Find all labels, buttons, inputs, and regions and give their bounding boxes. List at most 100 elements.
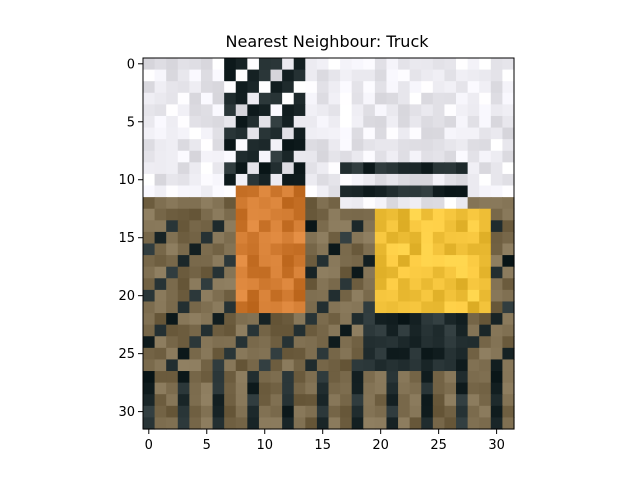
image-pixel (143, 359, 156, 372)
image-pixel (143, 197, 156, 210)
image-pixel (247, 139, 260, 152)
image-pixel (177, 220, 190, 233)
image-pixel (386, 231, 399, 245)
image-pixel (154, 266, 167, 279)
image-pixel (189, 336, 202, 349)
image-pixel (386, 266, 399, 279)
image-pixel (456, 382, 469, 395)
image-pixel (316, 150, 330, 163)
image-pixel (374, 81, 388, 94)
image-pixel (363, 197, 376, 210)
image-pixel (258, 405, 272, 418)
image-pixel (479, 162, 492, 175)
image-pixel (444, 231, 457, 245)
image-pixel (432, 266, 446, 279)
image-pixel (235, 243, 248, 256)
image-pixel (340, 336, 353, 349)
image-pixel (200, 220, 214, 233)
image-pixel (270, 197, 283, 210)
image-pixel (456, 69, 469, 82)
image-pixel (293, 324, 306, 337)
image-pixel (282, 243, 295, 256)
image-pixel (316, 81, 330, 94)
image-pixel (456, 371, 469, 384)
image-pixel (224, 243, 237, 256)
image-pixel (316, 231, 330, 245)
image-pixel (363, 243, 376, 256)
image-pixel (351, 359, 364, 372)
image-pixel (143, 92, 156, 105)
image-pixel (189, 405, 202, 418)
image-pixel (282, 208, 295, 221)
image-pixel (444, 127, 457, 140)
image-pixel (432, 92, 446, 105)
image-pixel (351, 127, 364, 140)
image-pixel (177, 347, 190, 361)
image-pixel (351, 417, 364, 430)
image-pixel (340, 266, 353, 279)
image-pixel (456, 278, 469, 291)
image-pixel (200, 162, 214, 175)
image-pixel (305, 127, 318, 140)
image-pixel (247, 185, 260, 198)
y-tick-label: 10 (118, 173, 135, 188)
image-pixel (386, 69, 399, 82)
image-pixel (328, 208, 341, 221)
image-pixel (432, 336, 446, 349)
image-pixel (316, 301, 330, 314)
image-pixel (154, 301, 167, 314)
image-pixel (166, 394, 179, 407)
image-pixel (340, 382, 353, 395)
image-pixel (479, 382, 492, 395)
image-pixel (282, 359, 295, 372)
image-pixel (328, 336, 341, 349)
image-pixel (235, 289, 248, 303)
image-pixel (282, 139, 295, 152)
image-pixel (363, 69, 376, 82)
image-pixel (143, 278, 156, 291)
image-pixel (398, 289, 411, 303)
image-pixel (328, 173, 341, 187)
image-pixel (200, 313, 214, 326)
image-pixel (177, 359, 190, 372)
image-pixel (235, 58, 248, 71)
image-pixel (363, 220, 376, 233)
image-pixel (293, 139, 306, 152)
image-pixel (154, 336, 167, 349)
x-tick-label: 30 (488, 438, 505, 453)
image-pixel (386, 150, 399, 163)
image-pixel (143, 313, 156, 326)
image-pixel (166, 243, 179, 256)
image-pixel (189, 197, 202, 210)
image-pixel (305, 301, 318, 314)
image-pixel (235, 359, 248, 372)
image-pixel (224, 69, 237, 82)
image-pixel (270, 69, 283, 82)
image-pixel (374, 266, 388, 279)
image-pixel (479, 231, 492, 245)
image-pixel (467, 313, 480, 326)
image-pixel (293, 266, 306, 279)
image-pixel (282, 173, 295, 187)
image-pixel (351, 289, 364, 303)
image-pixel (282, 197, 295, 210)
image-pixel (305, 69, 318, 82)
image-pixel (200, 92, 214, 105)
image-pixel (421, 139, 434, 152)
image-pixel (374, 313, 388, 326)
image-pixel (212, 115, 225, 129)
image-pixel (270, 278, 283, 291)
image-pixel (293, 115, 306, 129)
image-pixel (305, 208, 318, 221)
image-pixel (421, 220, 434, 233)
image-pixel (200, 266, 214, 279)
image-pixel (490, 336, 503, 349)
image-pixel (166, 115, 179, 129)
image-pixel (305, 278, 318, 291)
image-pixel (258, 382, 272, 395)
image-pixel (363, 301, 376, 314)
image-pixel (212, 382, 225, 395)
image-pixel (166, 104, 179, 117)
image-pixel (363, 255, 376, 268)
image-pixel (374, 92, 388, 105)
